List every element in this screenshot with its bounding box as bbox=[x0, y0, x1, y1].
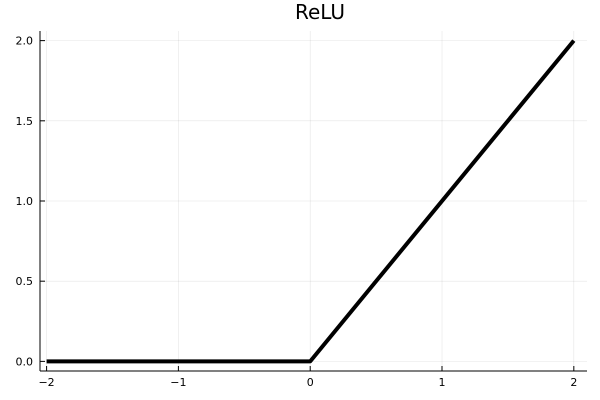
y-tick-label: 2.0 bbox=[16, 35, 34, 48]
chart-title: ReLU bbox=[295, 0, 345, 24]
plot-area bbox=[46, 39, 576, 364]
x-tick-label: −1 bbox=[170, 376, 186, 389]
x-tick-label: 2 bbox=[570, 376, 577, 389]
y-tick-label: 0.0 bbox=[16, 355, 34, 368]
x-tick-label: 1 bbox=[439, 376, 446, 389]
ticks: −2 −1 0 1 2 0.0 0.5 1.0 1.5 2.0 bbox=[16, 35, 578, 389]
y-tick-label: 1.0 bbox=[16, 195, 34, 208]
x-tick-label: 0 bbox=[307, 376, 314, 389]
relu-series-line bbox=[46, 39, 576, 364]
x-tick-label: −2 bbox=[38, 376, 54, 389]
y-tick-label: 0.5 bbox=[16, 275, 34, 288]
grid bbox=[40, 31, 587, 371]
y-tick-label: 1.5 bbox=[16, 115, 34, 128]
